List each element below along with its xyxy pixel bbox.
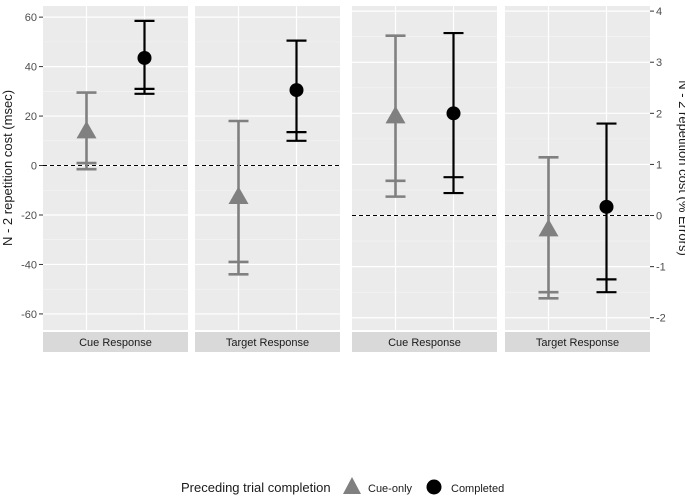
- legend-label-cue-only: Cue-only: [368, 483, 413, 495]
- strip-label: Cue Response: [79, 337, 152, 349]
- right-axis-tick-label: -2: [656, 313, 666, 325]
- point-completed-circle: [599, 199, 614, 214]
- right-axis-tick-label: -1: [656, 262, 666, 274]
- legend-title: Preceding trial completion: [181, 480, 331, 495]
- legend-key-triangle: [343, 477, 361, 494]
- point-completed-circle: [137, 50, 152, 65]
- right-axis-tick-label: 2: [656, 108, 662, 120]
- strip-label: Target Response: [536, 337, 619, 349]
- left-axis-tick-label: -20: [21, 210, 37, 222]
- legend-key-circle: [426, 479, 442, 495]
- right-axis-tick-label: 4: [656, 6, 662, 18]
- point-completed-circle: [446, 106, 461, 121]
- right-axis-tick-label: 0: [656, 211, 662, 223]
- left-axis-tick-label: 20: [25, 111, 37, 123]
- legend-label-completed: Completed: [451, 483, 504, 495]
- axes-layer: -60 -40 -20 0 20 40 60 -2 -1 0 1 2 3 4 N - 2 repetitio…: [0, 6, 685, 325]
- left-axis-tick-label: -60: [21, 309, 37, 321]
- right-axis-tick-label: 3: [656, 57, 662, 69]
- left-axis-tick-label: 0: [31, 161, 37, 173]
- point-cue-only-triangle: [538, 218, 559, 237]
- left-axis-tick-label: 60: [25, 12, 37, 24]
- panel-background: [352, 6, 497, 330]
- panel-background: [505, 6, 650, 330]
- point-completed-circle: [289, 83, 304, 98]
- strip-label: Cue Response: [388, 337, 461, 349]
- left-axis-tick-label: 40: [25, 62, 37, 74]
- strip-background: [352, 332, 497, 352]
- right-axis-tick-label: 1: [656, 159, 662, 171]
- strip-background: [195, 332, 340, 352]
- left-axis-tick-label: -40: [21, 259, 37, 271]
- panel-4: Target Response: [505, 6, 650, 352]
- panel-2: Target Response: [195, 6, 340, 352]
- right-axis-title: N - 2 repetition cost (% Errors): [676, 80, 685, 256]
- point-cue-only-triangle: [228, 186, 249, 204]
- panels-layer: Cue Response Target Response Cue Response T…: [43, 6, 650, 352]
- strip-background: [43, 332, 188, 352]
- legend-layer: Preceding trial completion Cue-only Comple…: [181, 477, 504, 495]
- panel-3: Cue Response: [352, 6, 497, 352]
- point-cue-only-triangle: [76, 120, 97, 139]
- panel-background: [43, 6, 188, 330]
- left-axis-title: N - 2 repetition cost (msec): [0, 90, 15, 246]
- strip-label: Target Response: [226, 337, 309, 349]
- panel-background: [195, 6, 340, 330]
- strip-background: [505, 332, 650, 352]
- point-cue-only-triangle: [385, 105, 406, 124]
- panel-1: Cue Response: [43, 6, 188, 352]
